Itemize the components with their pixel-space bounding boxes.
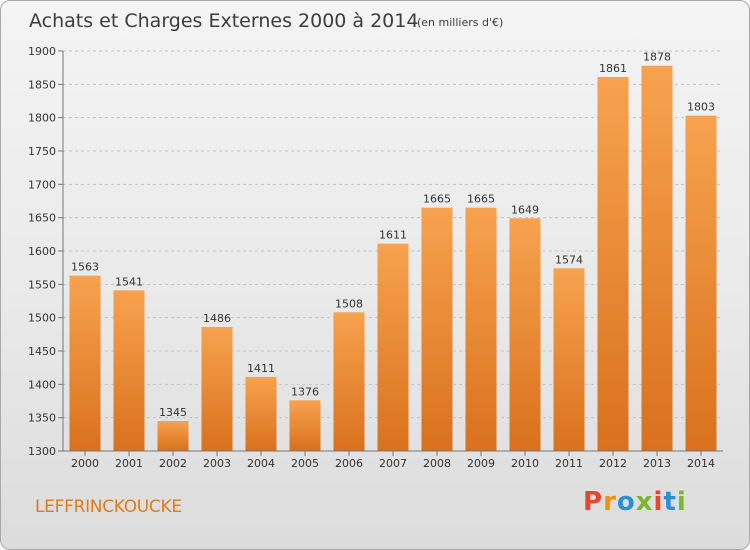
bar (201, 327, 233, 451)
x-tick-label: 2003 (203, 457, 231, 470)
bar (69, 275, 101, 451)
data-label: 1665 (467, 193, 495, 206)
place-name: LEFFRINCKOUCKE (35, 497, 182, 517)
data-label: 1411 (247, 362, 275, 375)
x-tick-label: 2005 (291, 457, 319, 470)
brand-letter: i (653, 487, 664, 517)
data-label: 1563 (71, 261, 99, 274)
brand-logo: Proxiti (583, 487, 687, 517)
data-label: 1665 (423, 193, 451, 206)
data-label: 1878 (643, 51, 671, 64)
data-label: 1376 (291, 385, 319, 398)
data-label: 1611 (379, 229, 407, 242)
y-tick-label: 1450 (28, 345, 56, 358)
bar (685, 115, 717, 452)
y-tick-label: 1350 (28, 412, 56, 425)
bar (113, 290, 145, 451)
x-tick-label: 2006 (335, 457, 363, 470)
bar (553, 268, 585, 451)
bar (377, 243, 409, 451)
bar (465, 207, 497, 451)
brand-letter: i (676, 487, 687, 517)
y-axis: 1300 1350 1400 1450 1500 1550 1600 1650 1700 1750… (28, 45, 64, 458)
x-tick-label: 2001 (115, 457, 143, 470)
data-label: 1541 (115, 275, 143, 288)
bar (421, 207, 453, 451)
data-label: 1803 (687, 101, 715, 114)
chart-title: Achats et Charges Externes 2000 à 2014 (29, 10, 418, 32)
data-label: 1508 (335, 297, 363, 310)
bar (641, 65, 673, 452)
data-label: 1574 (555, 253, 583, 266)
brand-letter: x (635, 487, 654, 517)
brand-letter: o (616, 487, 636, 517)
brand-letter: P (583, 487, 604, 517)
y-tick-label: 1550 (28, 278, 56, 291)
bar (333, 312, 365, 451)
brand-letter: r (603, 487, 617, 517)
x-tick-label: 2007 (379, 457, 407, 470)
x-tick-label: 2013 (643, 457, 671, 470)
y-tick-label: 1800 (28, 112, 56, 125)
bar (289, 400, 321, 451)
data-label: 1649 (511, 203, 539, 216)
bar (509, 218, 541, 451)
chart-subtitle: (en milliers d'€) (417, 16, 503, 29)
data-label: 1861 (599, 62, 627, 75)
y-tick-label: 1500 (28, 312, 56, 325)
x-tick-label: 2000 (71, 457, 99, 470)
x-tick-label: 2012 (599, 457, 627, 470)
bar (597, 77, 629, 451)
y-tick-label: 1700 (28, 178, 56, 191)
x-tick-label: 2008 (423, 457, 451, 470)
x-tick-label: 2011 (555, 457, 583, 470)
x-tick-label: 2010 (511, 457, 539, 470)
bar (157, 421, 189, 451)
y-tick-label: 1650 (28, 212, 56, 225)
y-tick-label: 1300 (28, 445, 56, 458)
brand-letter: t (663, 487, 677, 517)
y-tick-label: 1600 (28, 245, 56, 258)
x-axis: 2000 2001 2002 2003 2004 2005 2006 2007 2008 2009… (63, 450, 723, 470)
data-label: 1345 (159, 406, 187, 419)
y-tick-label: 1850 (28, 78, 56, 91)
x-tick-label: 2009 (467, 457, 495, 470)
y-tick-label: 1750 (28, 145, 56, 158)
y-tick-label: 1400 (28, 378, 56, 391)
x-tick-label: 2004 (247, 457, 275, 470)
y-tick-label: 1900 (28, 45, 56, 58)
data-label: 1486 (203, 312, 231, 325)
bars-group: 1563 1541 1345 1486 1411 1376 1508 1611 1665 1665… (69, 51, 717, 452)
bar (245, 377, 277, 451)
x-tick-label: 2014 (687, 457, 715, 470)
x-tick-label: 2002 (159, 457, 187, 470)
